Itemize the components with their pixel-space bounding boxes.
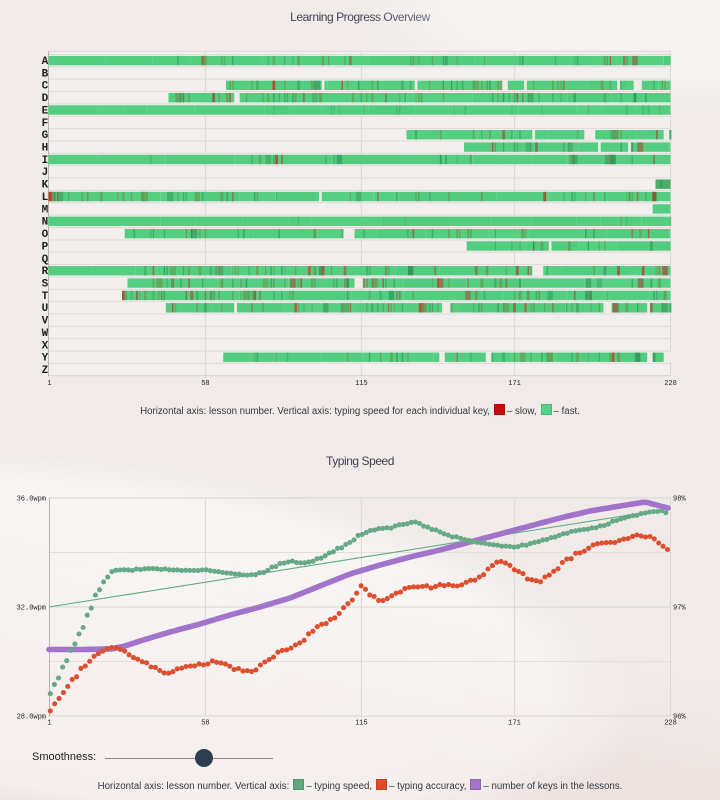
svg-text:T: T xyxy=(42,291,49,303)
svg-text:G: G xyxy=(42,130,49,142)
svg-text:S: S xyxy=(42,279,49,291)
svg-text:K: K xyxy=(42,180,49,192)
svg-text:N: N xyxy=(42,217,49,229)
svg-text:L: L xyxy=(42,192,49,204)
svg-text:171: 171 xyxy=(508,720,521,728)
svg-text:Q: Q xyxy=(42,254,49,266)
svg-text:R: R xyxy=(42,266,49,278)
svg-text:58: 58 xyxy=(201,380,209,388)
svg-text:115: 115 xyxy=(355,380,368,388)
svg-text:M: M xyxy=(42,204,49,216)
svg-text:I: I xyxy=(42,155,49,167)
svg-text:32.0wpm: 32.0wpm xyxy=(17,605,46,613)
svg-text:Z: Z xyxy=(42,365,49,377)
svg-text:228: 228 xyxy=(664,380,677,388)
svg-text:36.0wpm: 36.0wpm xyxy=(17,496,46,504)
svg-text:C: C xyxy=(42,81,49,93)
svg-text:X: X xyxy=(42,340,49,352)
svg-text:228: 228 xyxy=(664,720,677,728)
svg-text:58: 58 xyxy=(201,720,209,728)
svg-text:28.0wpm: 28.0wpm xyxy=(17,714,46,722)
svg-text:D: D xyxy=(42,93,49,105)
svg-text:115: 115 xyxy=(355,720,368,728)
svg-text:96%: 96% xyxy=(673,714,686,722)
svg-text:W: W xyxy=(42,328,49,340)
svg-text:H: H xyxy=(42,143,49,155)
svg-text:B: B xyxy=(42,68,49,80)
svg-text:1: 1 xyxy=(47,380,51,388)
svg-text:171: 171 xyxy=(508,380,521,388)
svg-text:O: O xyxy=(42,229,49,241)
svg-text:97%: 97% xyxy=(673,605,686,613)
svg-text:J: J xyxy=(42,167,49,179)
svg-text:1: 1 xyxy=(47,720,51,728)
svg-text:F: F xyxy=(42,118,49,130)
svg-text:A: A xyxy=(42,56,49,68)
svg-text:P: P xyxy=(42,241,49,253)
svg-text:Y: Y xyxy=(42,353,49,365)
svg-text:98%: 98% xyxy=(673,496,686,504)
svg-text:U: U xyxy=(42,303,49,315)
svg-text:E: E xyxy=(42,105,49,117)
svg-text:V: V xyxy=(42,316,49,328)
